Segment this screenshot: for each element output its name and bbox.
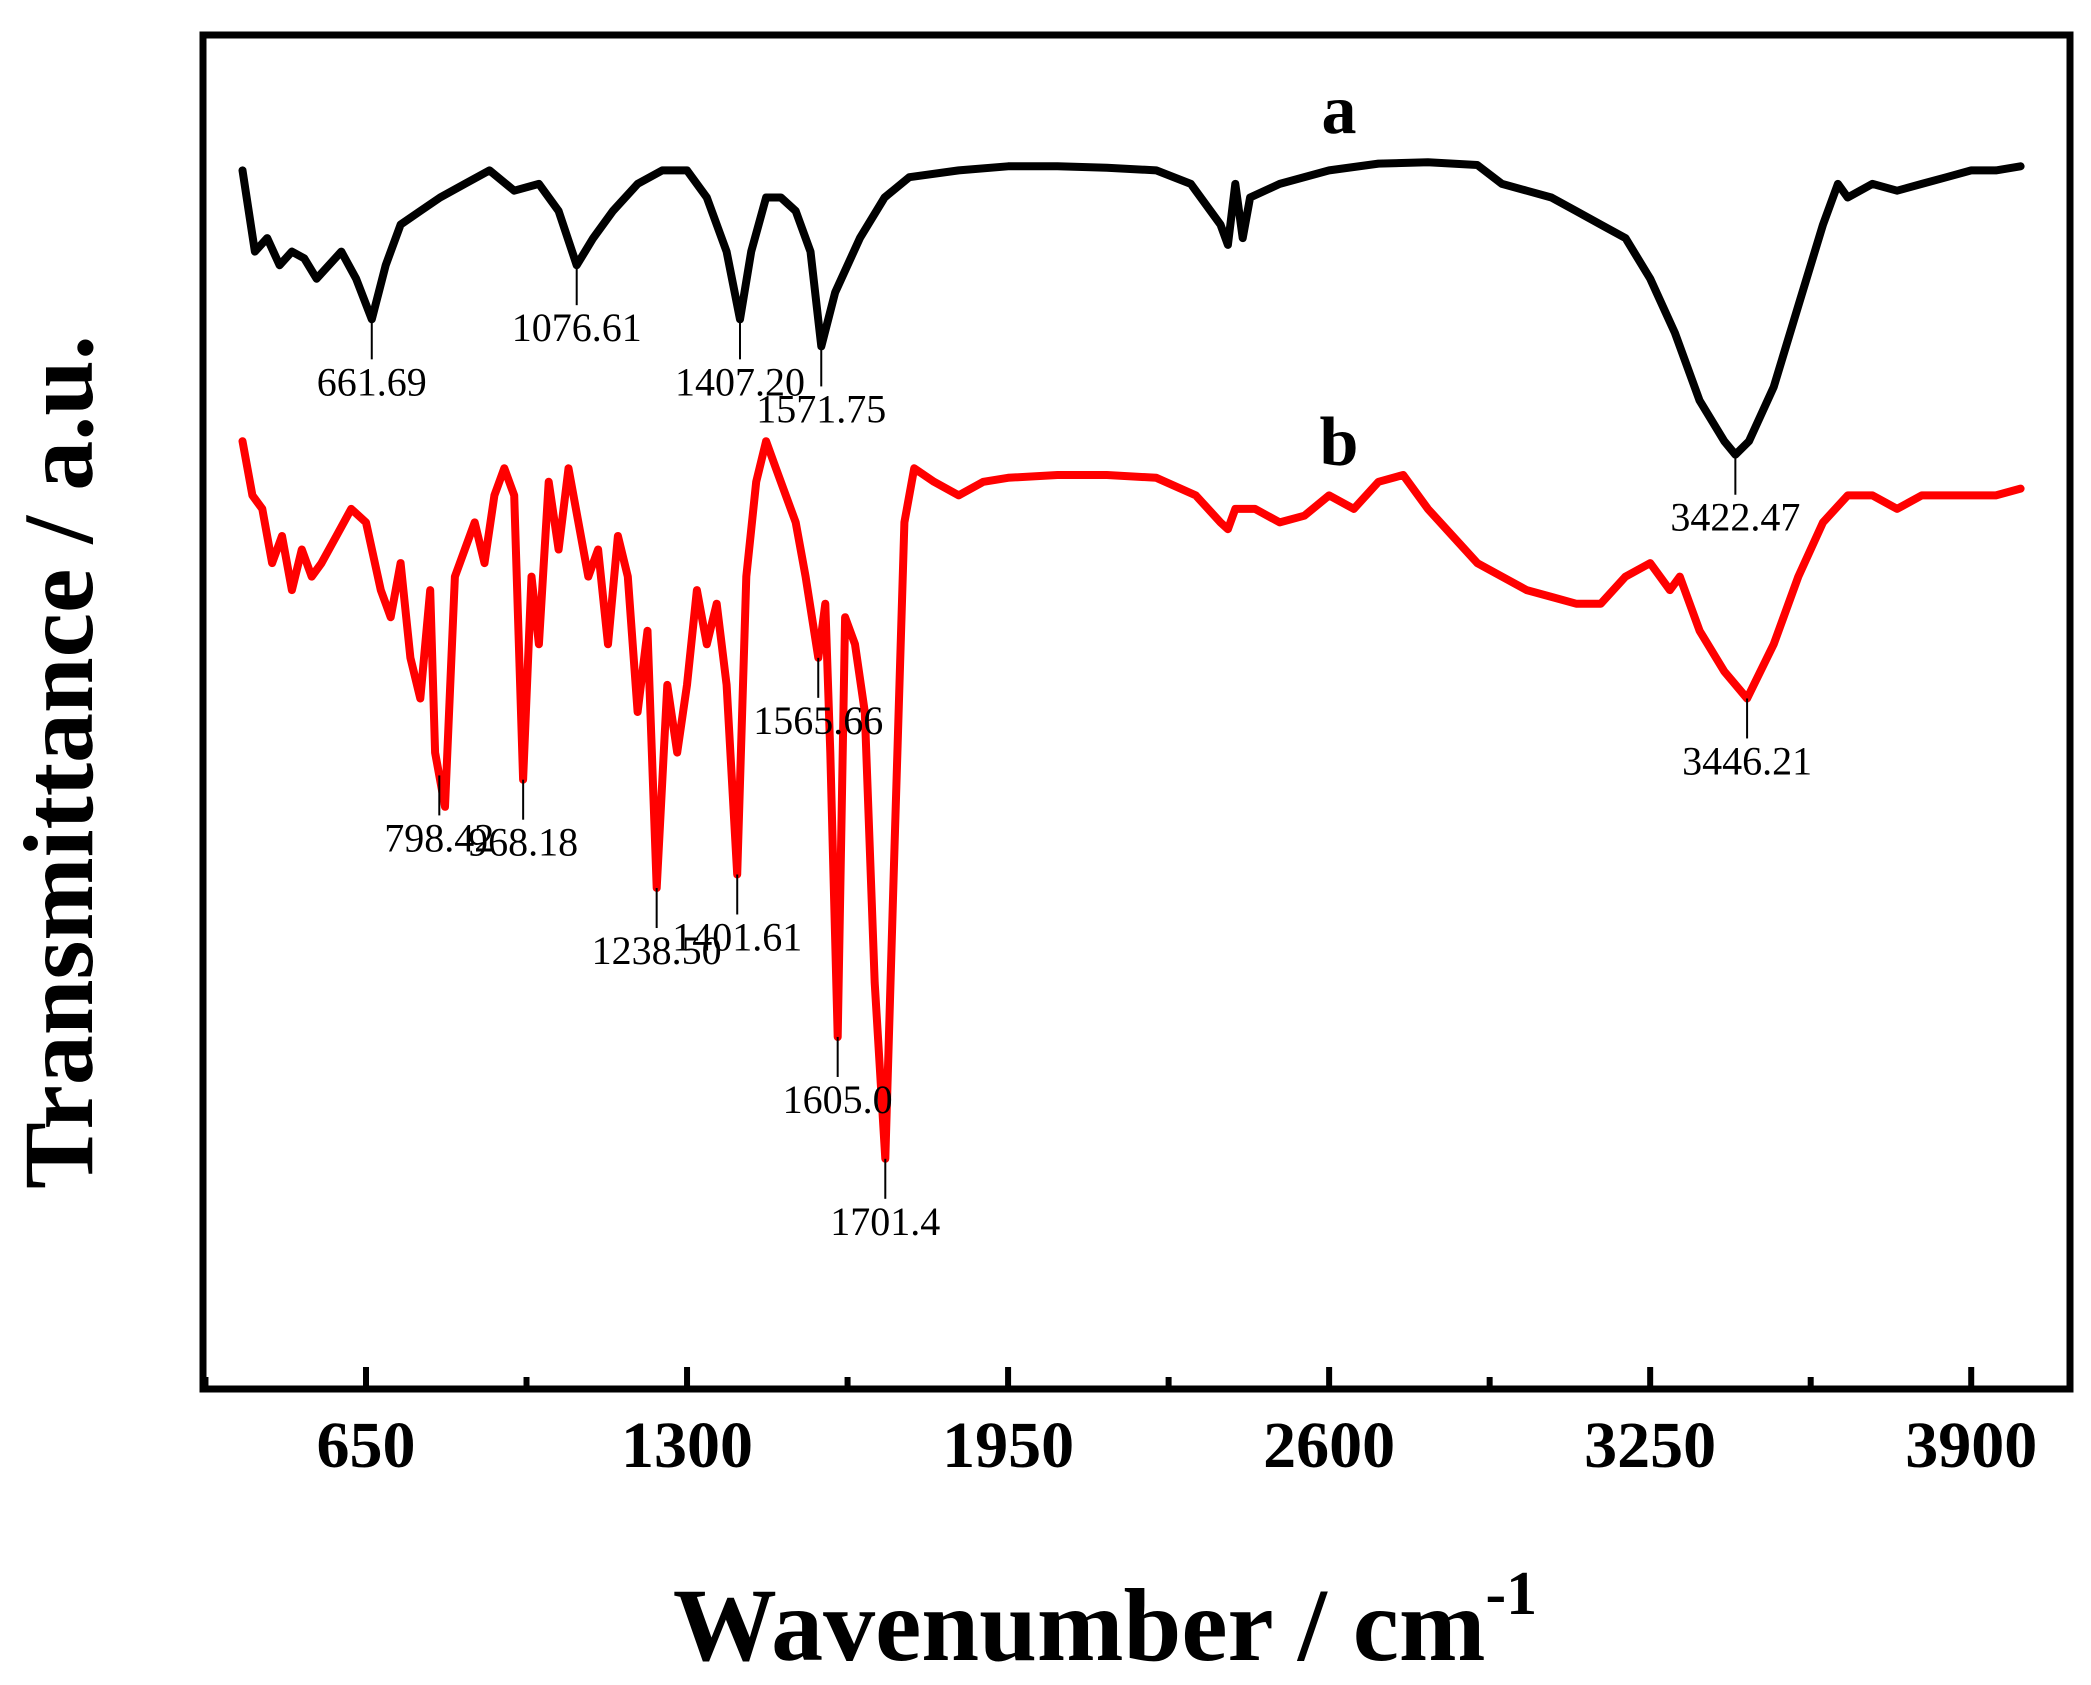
peak-label: 1571.75 (756, 386, 886, 431)
series-a-label: a (1322, 72, 1357, 149)
peak-label: 1605.0 (783, 1077, 893, 1122)
peak-label: 1401.61 (672, 914, 802, 959)
x-axis-tick-labels: 650 1300 1950 2600 3250 3900 (316, 1409, 2037, 1482)
peak-label: 1238.50 (592, 928, 722, 973)
series-b-label: b (1320, 404, 1359, 481)
plot-frame (199, 31, 2074, 1393)
peak-label: 798.42 (384, 815, 494, 860)
x-tick-label: 1300 (621, 1409, 753, 1482)
x-tick-label: 2600 (1263, 1409, 1395, 1482)
peak-label: 3446.21 (1682, 738, 1812, 783)
y-axis-title: Transmittance / a.u. (3, 335, 114, 1189)
peak-label: 661.69 (317, 359, 427, 404)
peak-label: 1407.20 (675, 359, 805, 404)
x-tick-label: 1950 (942, 1409, 1074, 1482)
peak-label: 1076.61 (512, 305, 642, 350)
series-layer: ab (238, 72, 2025, 1163)
peak-label: 1565.66 (753, 698, 883, 743)
x-tick-label: 3250 (1584, 1409, 1716, 1482)
x-axis-title: Wavenumber / cm-1 (673, 1560, 1537, 1683)
peak-label: 1701.4 (830, 1199, 940, 1244)
x-tick-label: 3900 (1905, 1409, 2037, 1482)
peak-label: 968.18 (468, 820, 578, 865)
x-axis-ticks (202, 1367, 1975, 1389)
series-a-line (238, 158, 2025, 459)
peak-label: 3422.47 (1670, 495, 1800, 540)
series-b-line (238, 437, 2025, 1163)
x-tick-label: 650 (316, 1409, 415, 1482)
